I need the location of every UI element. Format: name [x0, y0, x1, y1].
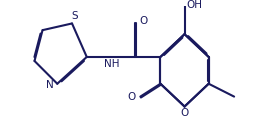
Text: N: N	[46, 80, 54, 90]
Text: NH: NH	[105, 60, 120, 69]
Text: S: S	[71, 11, 78, 21]
Text: O: O	[139, 16, 147, 26]
Text: O: O	[180, 108, 189, 118]
Text: OH: OH	[187, 0, 203, 10]
Text: O: O	[128, 92, 136, 102]
